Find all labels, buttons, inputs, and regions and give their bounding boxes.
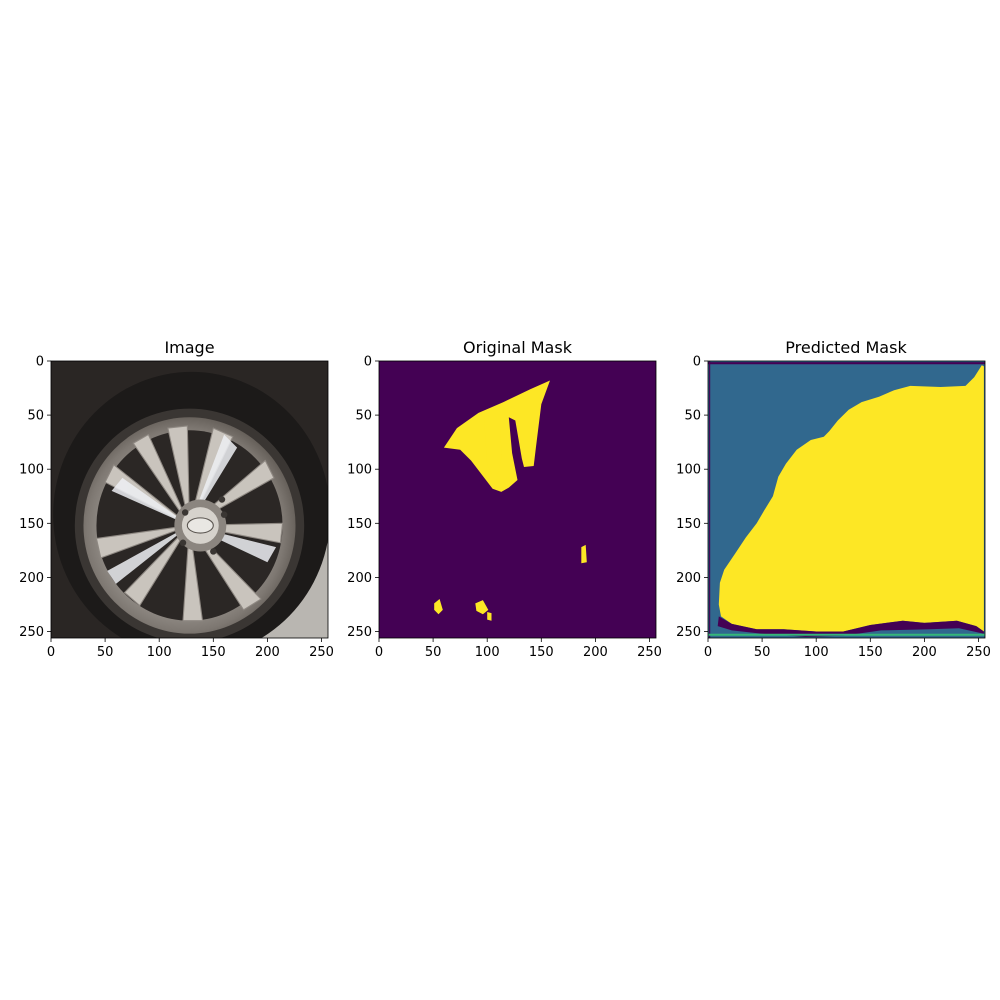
original-mask-ytick-label: 150 <box>347 517 372 532</box>
original-mask-xtick-label: 150 <box>529 645 554 660</box>
original-mask-title: Original Mask <box>463 338 573 357</box>
image-ytick-label: 50 <box>27 409 44 424</box>
predicted-mask-region-edge-2 <box>708 362 985 365</box>
predicted-mask-plot <box>708 361 985 638</box>
predicted-mask-xtick-label: 200 <box>912 645 937 660</box>
predicted-mask-yticks: 0 50 100 150 200 250 <box>676 355 708 640</box>
original-mask-ytick-label: 250 <box>347 625 372 640</box>
predicted-mask-ytick-label: 150 <box>676 517 701 532</box>
predicted-mask-region-edge-3 <box>709 361 711 638</box>
image-ytick-label: 100 <box>19 463 44 478</box>
image-xtick-label: 0 <box>47 645 55 660</box>
predicted-mask-xtick-label: 0 <box>704 645 712 660</box>
original-mask-ytick-label: 0 <box>364 355 372 370</box>
original-mask-xticks: 0 50 100 150 200 250 <box>375 638 662 660</box>
predicted-mask-ytick-label: 100 <box>676 463 701 478</box>
original-mask-xtick-label: 50 <box>425 645 442 660</box>
axes-image: Image <box>19 338 334 660</box>
image-xtick-label: 150 <box>201 645 226 660</box>
predicted-mask-ytick-label: 250 <box>676 625 701 640</box>
axes-predicted-mask: Predicted Mask 0 50 100 150 200 250 0 50 100 150… <box>676 338 991 660</box>
image-ytick-label: 0 <box>36 355 44 370</box>
predicted-mask-region-predicted-damage-0 <box>718 365 984 632</box>
image-xtick-label: 200 <box>255 645 280 660</box>
original-mask-region-damage-1 <box>484 404 502 483</box>
wheel-photo <box>51 361 328 638</box>
image-xticks: 0 50 100 150 200 250 <box>47 638 334 660</box>
predicted-mask-xtick-label: 150 <box>858 645 883 660</box>
image-ytick-label: 200 <box>19 571 44 586</box>
original-mask-ytick-label: 200 <box>347 571 372 586</box>
image-xtick-label: 100 <box>147 645 172 660</box>
original-mask-plot <box>379 361 656 638</box>
original-mask-region-damage-5 <box>487 612 492 621</box>
original-mask-region-damage-4 <box>475 600 489 615</box>
original-mask-ytick-label: 50 <box>355 409 372 424</box>
original-mask-ytick-label: 100 <box>347 463 372 478</box>
original-mask-region-damage-2 <box>581 544 587 564</box>
original-mask-region-damage-3 <box>434 599 443 615</box>
original-mask-yticks: 0 50 100 150 200 250 <box>347 355 379 640</box>
image-title: Image <box>164 338 214 357</box>
image-ytick-label: 150 <box>19 517 44 532</box>
image-ytick-label: 250 <box>19 625 44 640</box>
predicted-mask-xtick-label: 50 <box>754 645 771 660</box>
predicted-mask-ytick-label: 200 <box>676 571 701 586</box>
predicted-mask-region-edge-4 <box>708 633 985 636</box>
image-xtick-label: 50 <box>97 645 114 660</box>
predicted-mask-xticks: 0 50 100 150 200 250 <box>704 638 991 660</box>
predicted-mask-ytick-label: 0 <box>693 355 701 370</box>
original-mask-xtick-label: 100 <box>475 645 500 660</box>
predicted-mask-region-edge-1 <box>717 616 984 637</box>
original-mask-xtick-label: 250 <box>637 645 662 660</box>
image-yticks: 0 50 100 150 200 250 <box>19 355 51 640</box>
predicted-mask-title: Predicted Mask <box>785 338 907 357</box>
image-xtick-label: 250 <box>309 645 334 660</box>
predicted-mask-xtick-label: 250 <box>966 645 991 660</box>
original-mask-xtick-label: 200 <box>583 645 608 660</box>
predicted-mask-ytick-label: 50 <box>684 409 701 424</box>
predicted-mask-xtick-label: 100 <box>804 645 829 660</box>
axes-original-mask: Original Mask 0 50 100 150 200 250 0 50 100 150 2… <box>347 338 662 660</box>
original-mask-xtick-label: 0 <box>375 645 383 660</box>
